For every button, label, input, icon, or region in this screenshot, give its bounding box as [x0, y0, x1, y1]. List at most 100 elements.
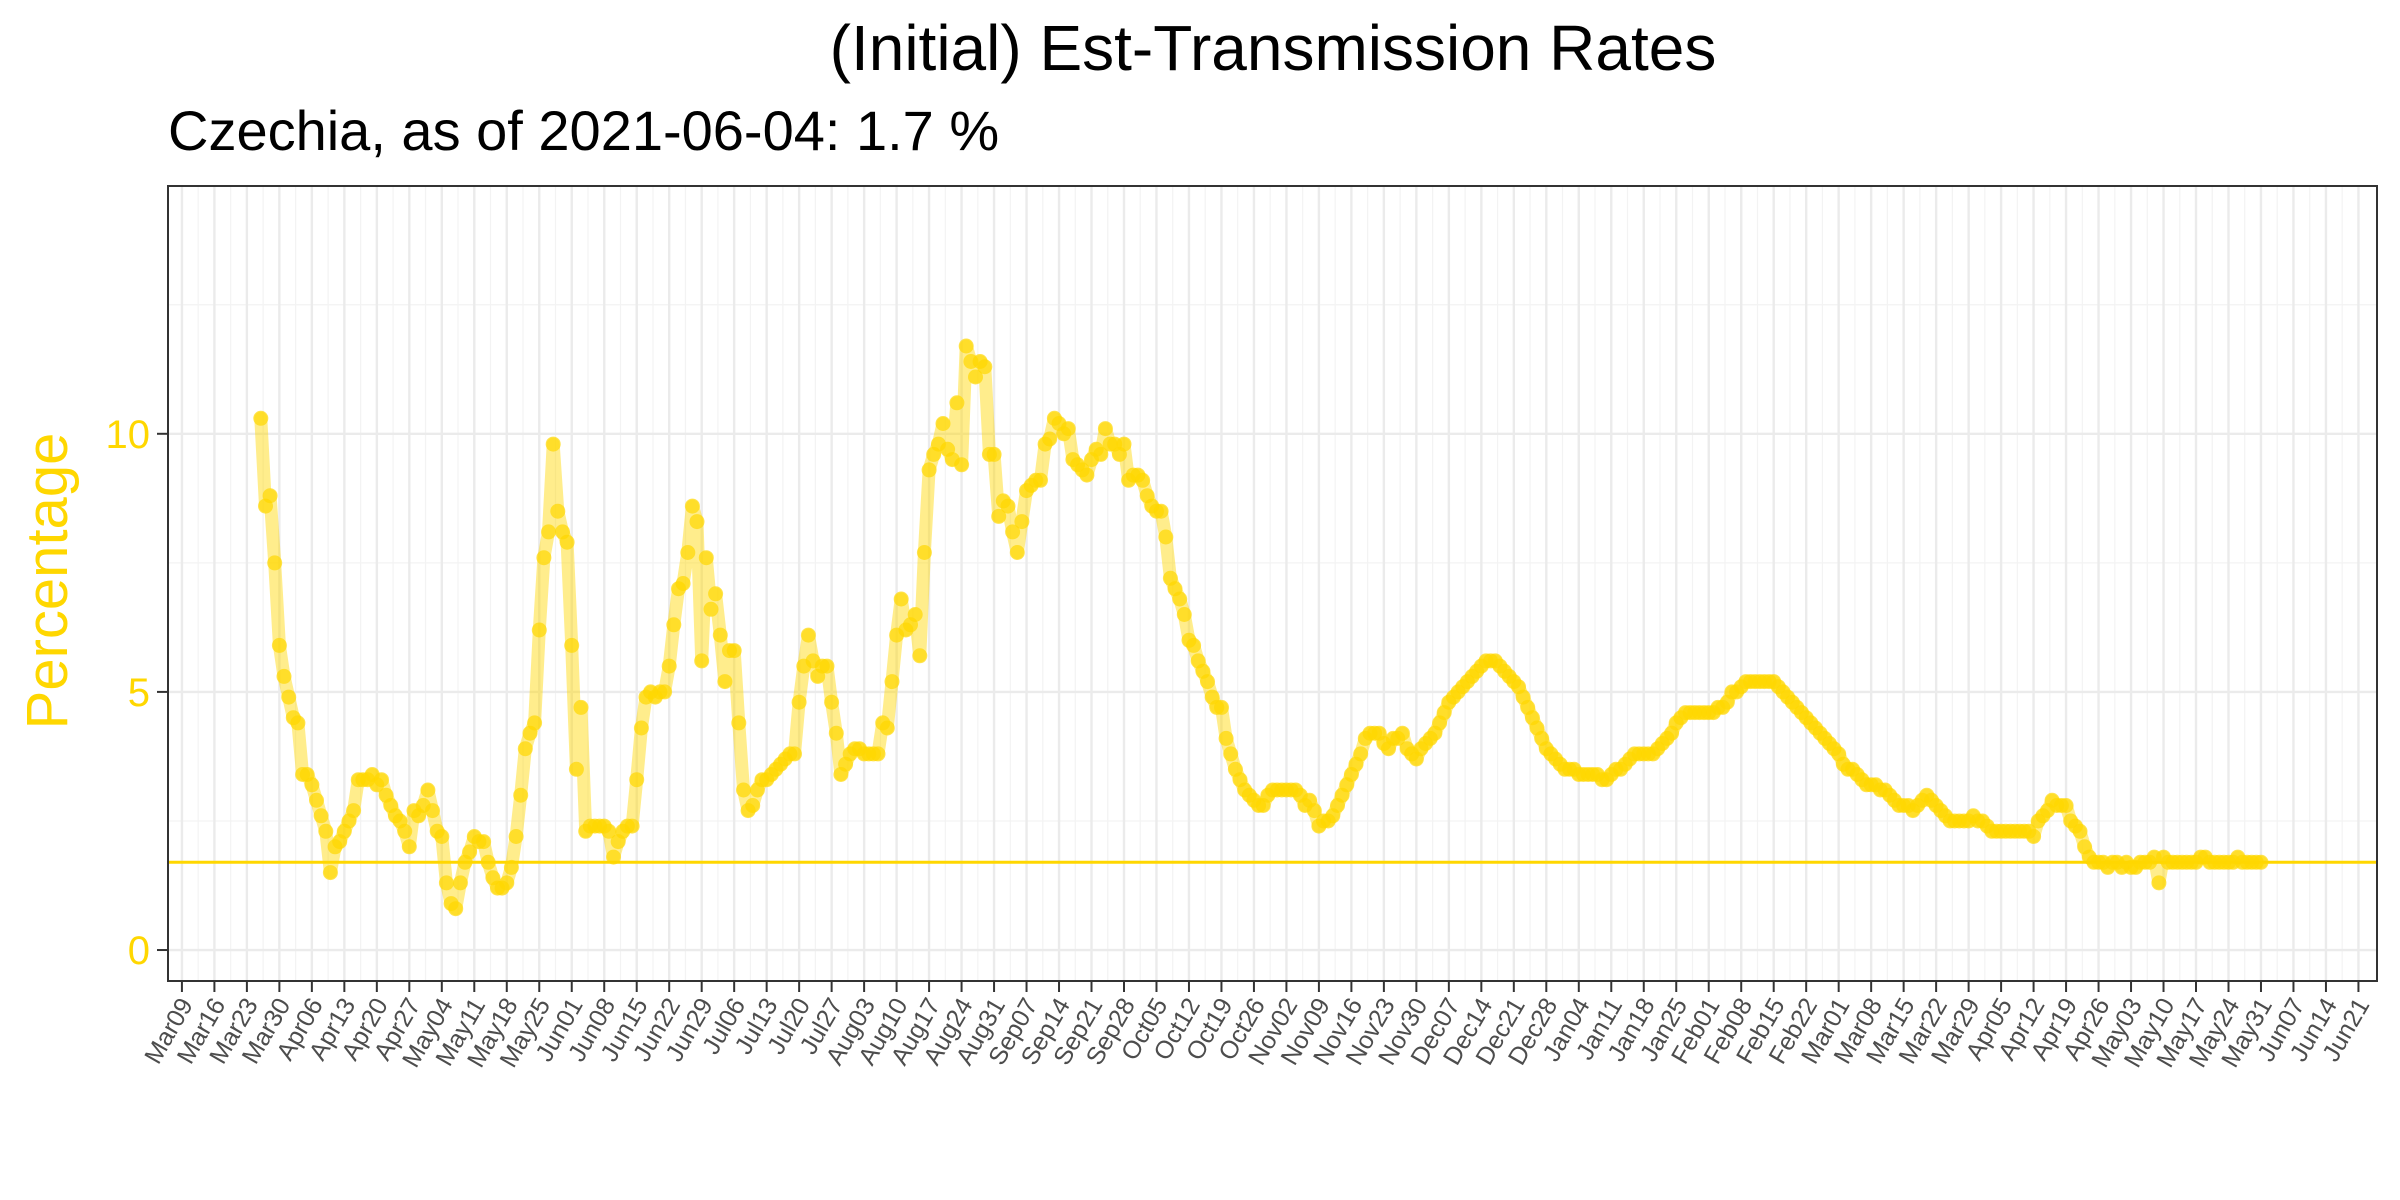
data-point — [736, 783, 751, 798]
data-point — [1079, 468, 1094, 483]
data-point — [662, 659, 677, 674]
data-point — [448, 901, 463, 916]
data-point — [541, 524, 556, 539]
data-point — [314, 808, 329, 823]
data-point — [263, 488, 278, 503]
data-point — [829, 726, 844, 741]
data-point — [871, 746, 886, 761]
data-point — [2026, 829, 2041, 844]
data-point — [509, 829, 524, 844]
data-point — [1219, 731, 1234, 746]
data-point — [499, 875, 514, 890]
data-point — [1061, 421, 1076, 436]
data-point — [690, 514, 705, 529]
data-point — [1223, 746, 1238, 761]
data-point — [304, 777, 319, 792]
data-point — [727, 643, 742, 658]
data-point — [908, 607, 923, 622]
data-point — [894, 592, 909, 607]
data-point — [977, 359, 992, 374]
data-point — [527, 715, 542, 730]
data-point — [425, 803, 440, 818]
data-point — [959, 339, 974, 354]
data-point — [880, 721, 895, 736]
data-point — [1154, 504, 1169, 519]
data-point — [1158, 530, 1173, 545]
data-point — [917, 545, 932, 560]
data-point — [657, 684, 672, 699]
data-point — [1214, 700, 1229, 715]
data-point — [277, 669, 292, 684]
data-point — [704, 602, 719, 617]
data-point — [439, 875, 454, 890]
data-point — [708, 586, 723, 601]
data-point — [987, 447, 1002, 462]
data-point — [1098, 421, 1113, 436]
data-point — [513, 788, 528, 803]
data-point — [504, 860, 519, 875]
data-point — [546, 437, 561, 452]
data-point — [787, 746, 802, 761]
data-point — [824, 695, 839, 710]
data-point — [606, 850, 621, 865]
data-point — [885, 674, 900, 689]
y-tick-label: 0 — [128, 929, 150, 973]
data-point — [801, 628, 816, 643]
data-point — [922, 462, 937, 477]
data-point — [1135, 473, 1150, 488]
data-point — [453, 875, 468, 890]
data-point — [634, 721, 649, 736]
data-point — [420, 783, 435, 798]
data-point — [745, 798, 760, 813]
data-point — [1117, 437, 1132, 452]
data-point — [1200, 674, 1215, 689]
data-point — [323, 865, 338, 880]
data-point — [2254, 855, 2269, 870]
data-point — [374, 772, 389, 787]
data-point — [713, 628, 728, 643]
data-point — [676, 576, 691, 591]
y-tick-label: 10 — [106, 413, 151, 457]
data-point — [685, 499, 700, 514]
data-point — [532, 623, 547, 638]
data-point — [1001, 499, 1016, 514]
data-point — [346, 803, 361, 818]
data-point — [2073, 824, 2088, 839]
data-point — [694, 653, 709, 668]
x-axis: Mar09Mar16Mar23Mar30Apr06Apr13Apr20Apr27… — [139, 981, 2375, 1072]
data-point — [792, 695, 807, 710]
data-point — [253, 411, 268, 426]
data-point — [309, 793, 324, 808]
data-point — [1353, 746, 1368, 761]
data-point — [666, 617, 681, 632]
data-point — [954, 457, 969, 472]
data-point — [1172, 592, 1187, 607]
data-point — [518, 741, 533, 756]
data-point — [699, 550, 714, 565]
data-point — [564, 638, 579, 653]
data-point — [290, 715, 305, 730]
data-point — [481, 855, 496, 870]
data-point — [1177, 607, 1192, 622]
data-point — [1014, 514, 1029, 529]
data-point — [574, 700, 589, 715]
data-point — [949, 395, 964, 410]
data-point — [1186, 638, 1201, 653]
data-point — [2059, 798, 2074, 813]
data-point — [272, 638, 287, 653]
data-point — [267, 555, 282, 570]
data-point — [731, 715, 746, 730]
data-point — [1042, 432, 1057, 447]
data-point — [680, 545, 695, 560]
data-point — [936, 416, 951, 431]
data-point — [820, 659, 835, 674]
data-point — [318, 824, 333, 839]
data-point — [397, 824, 412, 839]
data-point — [550, 504, 565, 519]
data-point — [536, 550, 551, 565]
data-point — [569, 762, 584, 777]
data-point — [1033, 473, 1048, 488]
data-point — [434, 829, 449, 844]
y-axis-title: Percentage — [15, 433, 80, 730]
